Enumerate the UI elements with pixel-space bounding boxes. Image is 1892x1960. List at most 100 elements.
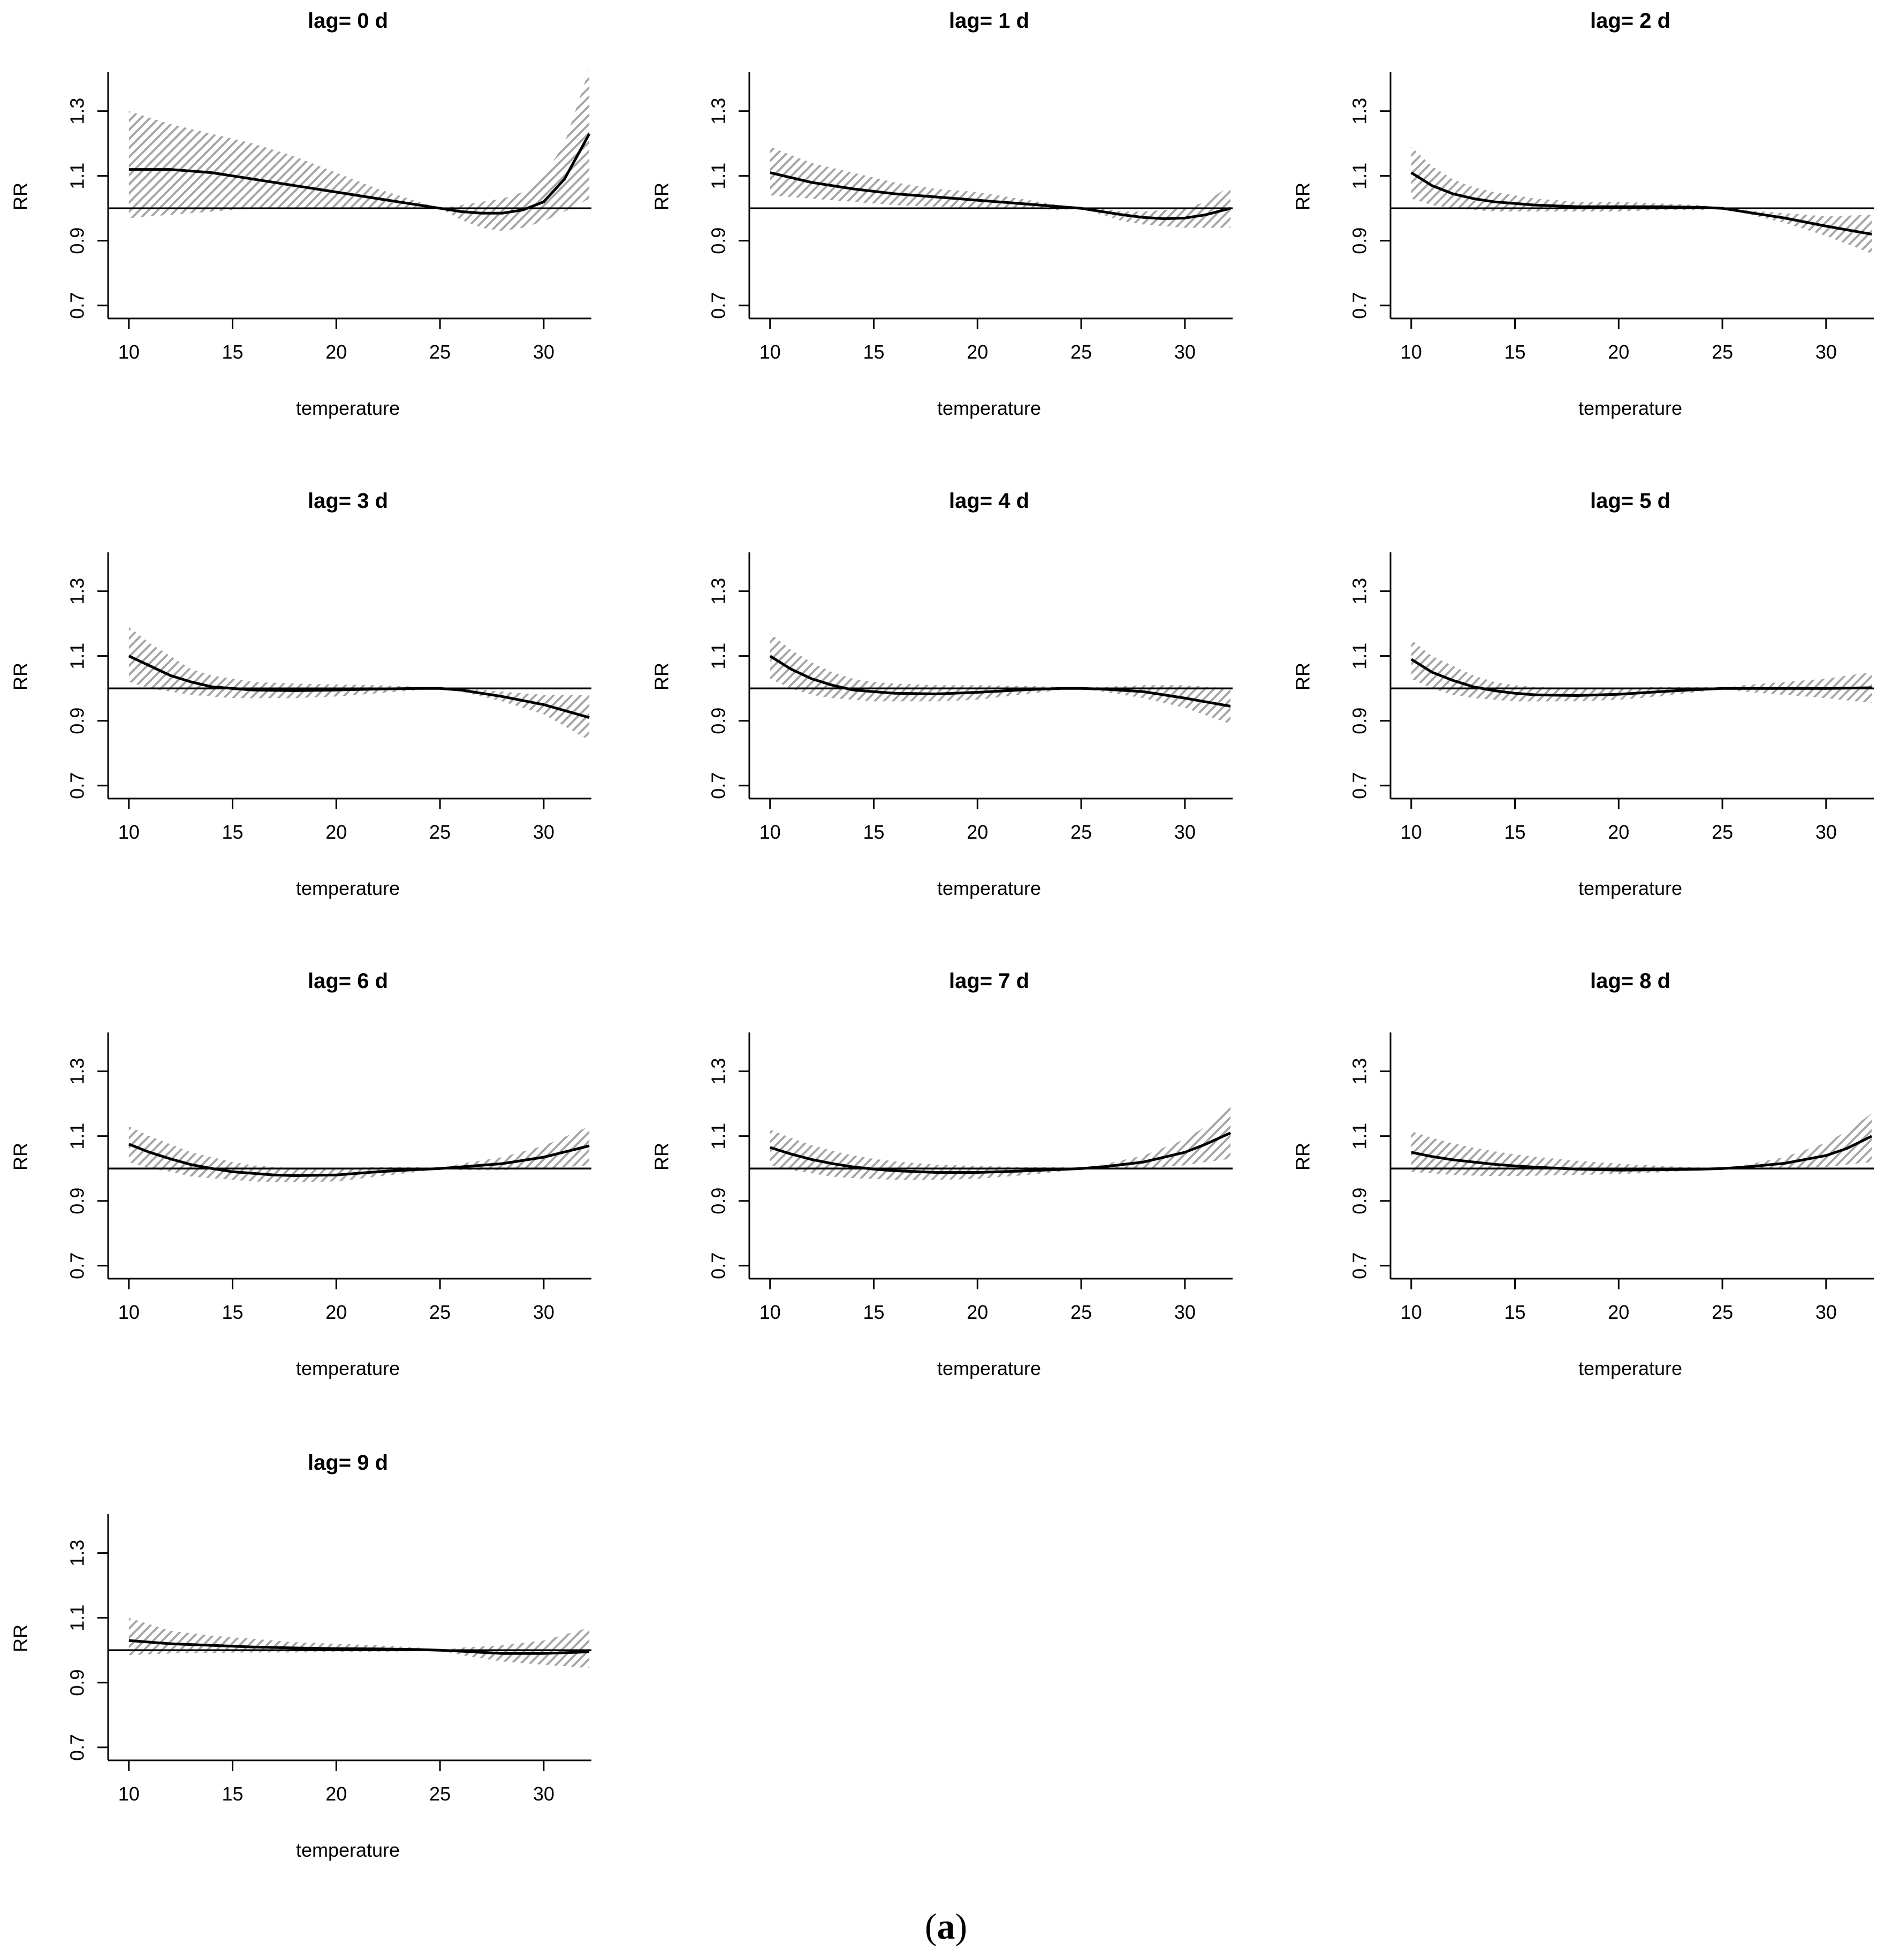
x-tick-label: 30 [533, 1301, 554, 1323]
figure-caption: (a) [924, 1906, 968, 1947]
y-tick-label: 1.1 [66, 1605, 88, 1631]
y-tick-label: 1.3 [1349, 98, 1371, 125]
y-tick-label: 0.7 [708, 292, 730, 319]
y-tick-label: 1.3 [1349, 578, 1371, 605]
y-axis-label: RR [651, 663, 673, 690]
confidence-band [770, 147, 1231, 228]
y-tick-label: 0.9 [66, 1669, 88, 1696]
x-tick-label: 30 [533, 341, 554, 363]
panel-lag-3: lag= 3 d 0.7 0.9 1.1 1.3 10 15 20 25 30 temperatur… [10, 489, 591, 899]
rr-curve [128, 133, 591, 215]
x-tick-label: 20 [967, 1301, 988, 1323]
x-tick-label: 25 [429, 1301, 451, 1323]
x-tick-label: 15 [222, 341, 244, 363]
y-tick-label: 1.1 [1349, 643, 1371, 670]
y-axis-label: RR [651, 183, 673, 210]
x-tick-label: 10 [1401, 341, 1422, 363]
x-tick-label: 15 [222, 1783, 244, 1805]
confidence-band [128, 69, 590, 231]
y-tick-label: 0.9 [1349, 1188, 1371, 1214]
x-axis-label: temperature [296, 1357, 400, 1379]
x-tick-label: 20 [967, 821, 988, 843]
y-axis-label: RR [651, 1143, 673, 1171]
x-tick-label: 20 [325, 1301, 347, 1323]
x-tick-label: 25 [1070, 341, 1092, 363]
panel-lag-0: lag= 0 d 0.7 0.9 1.1 1.3 10 15 20 25 30 temperatur… [10, 9, 591, 419]
x-tick-label: 10 [118, 1783, 140, 1805]
rr-curve [1411, 1135, 1873, 1172]
rr-curve [769, 655, 1231, 708]
y-tick-label: 1.1 [708, 163, 730, 189]
panel-title: lag= 0 d [308, 9, 388, 33]
y-tick-label: 0.7 [66, 1734, 88, 1761]
x-axis-label: temperature [937, 397, 1041, 419]
x-tick-label: 30 [1815, 821, 1837, 843]
y-tick-label: 1.3 [66, 1058, 88, 1085]
panel-title: lag= 3 d [308, 489, 388, 513]
y-tick-label: 0.9 [1349, 708, 1371, 734]
x-tick-label: 15 [1505, 341, 1526, 363]
rr-curve [770, 1131, 1232, 1174]
y-tick-label: 0.7 [66, 1252, 88, 1279]
confidence-band [1411, 1113, 1872, 1176]
x-tick-label: 15 [1505, 821, 1526, 843]
confidence-band [128, 1617, 590, 1668]
x-tick-label: 10 [1401, 1301, 1422, 1323]
x-tick-label: 10 [118, 821, 140, 843]
x-axis-label: temperature [1578, 397, 1682, 419]
x-axis-label: temperature [296, 877, 400, 899]
panel-lag-2: lag= 2 d 0.7 0.9 1.1 1.3 10 15 20 25 30 temperatur… [1292, 9, 1874, 419]
x-axis-label: temperature [937, 877, 1041, 899]
x-tick-label: 30 [533, 1783, 554, 1805]
y-tick-label: 0.7 [708, 1252, 730, 1279]
confidence-band [770, 633, 1231, 724]
panel-lag-7: lag= 7 d 0.7 0.9 1.1 1.3 10 15 20 25 30 temperatur… [651, 969, 1233, 1379]
x-tick-label: 30 [1174, 341, 1196, 363]
x-tick-label: 20 [1608, 341, 1629, 363]
x-tick-label: 20 [1608, 1301, 1629, 1323]
x-tick-label: 20 [325, 341, 347, 363]
x-tick-label: 30 [1174, 1301, 1196, 1323]
x-tick-label: 25 [429, 1783, 451, 1805]
x-tick-label: 25 [1712, 821, 1733, 843]
rr-curve [128, 655, 590, 719]
panel-title: lag= 8 d [1590, 969, 1670, 993]
x-tick-label: 25 [429, 341, 451, 363]
x-tick-label: 15 [1505, 1301, 1526, 1323]
y-tick-label: 1.1 [66, 163, 88, 189]
x-tick-label: 15 [222, 1301, 244, 1323]
y-tick-label: 1.1 [1349, 1123, 1371, 1150]
y-tick-label: 0.9 [708, 227, 730, 254]
y-axis-label: RR [10, 183, 32, 210]
panel-lag-8: lag= 8 d 0.7 0.9 1.1 1.3 10 15 20 25 30 temperatur… [1292, 969, 1874, 1379]
confidence-band [128, 627, 590, 741]
y-tick-label: 0.9 [1349, 227, 1371, 254]
x-axis-label: temperature [937, 1357, 1041, 1379]
x-tick-label: 15 [863, 341, 885, 363]
panel-lag-4: lag= 4 d 0.7 0.9 1.1 1.3 10 15 20 25 30 temperatur… [651, 489, 1233, 899]
y-tick-label: 0.7 [66, 292, 88, 319]
x-tick-label: 20 [325, 821, 347, 843]
y-tick-label: 1.3 [708, 578, 730, 605]
y-tick-label: 1.1 [66, 643, 88, 670]
x-axis-label: temperature [296, 397, 400, 419]
x-tick-label: 30 [1815, 1301, 1837, 1323]
y-tick-label: 1.1 [708, 1123, 730, 1150]
x-axis-label: temperature [1578, 1357, 1682, 1379]
y-tick-label: 1.3 [66, 98, 88, 125]
x-tick-label: 20 [967, 341, 988, 363]
x-tick-label: 25 [429, 821, 451, 843]
x-tick-label: 25 [1070, 1301, 1092, 1323]
y-tick-label: 0.7 [1349, 772, 1371, 799]
panel-lag-1: lag= 1 d 0.7 0.9 1.1 1.3 10 15 20 25 30 temperatur… [651, 9, 1233, 419]
x-tick-label: 10 [759, 1301, 781, 1323]
x-tick-label: 10 [118, 1301, 140, 1323]
x-tick-label: 25 [1712, 341, 1733, 363]
panel-title: lag= 2 d [1590, 9, 1670, 33]
rr-curve [1410, 171, 1872, 236]
x-tick-label: 25 [1070, 821, 1092, 843]
rr-curve [128, 1639, 590, 1655]
y-tick-label: 1.1 [708, 643, 730, 670]
panel-lag-6: lag= 6 d 0.7 0.9 1.1 1.3 10 15 20 25 30 temperatur… [10, 969, 591, 1379]
